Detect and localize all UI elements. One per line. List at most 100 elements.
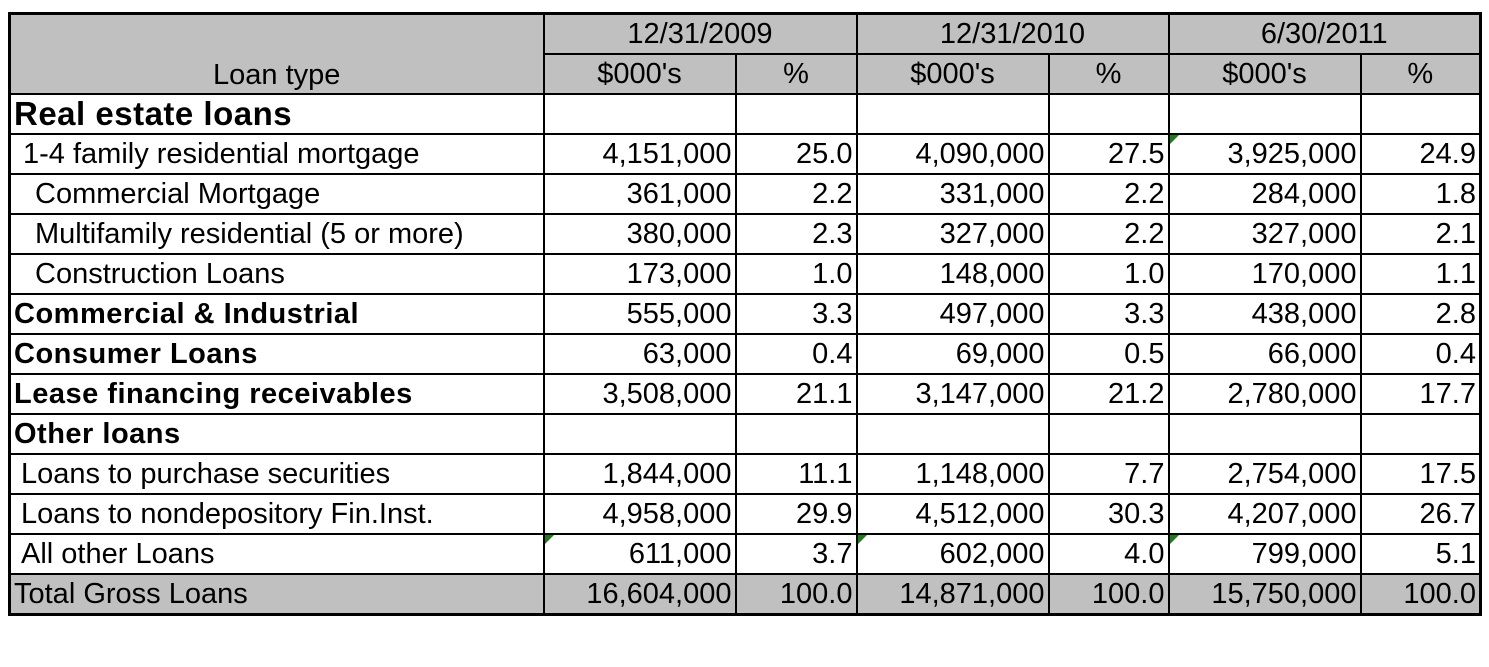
header-period-2010: 12/31/2010 xyxy=(855,12,1170,54)
cell-pct-2010 xyxy=(1047,93,1170,135)
cell-amount-2011: 2,780,000 xyxy=(1167,373,1362,415)
cell-amount-2010: 148,000 xyxy=(855,253,1050,295)
table-row: 1-4 family residential mortgage 4,151,000… xyxy=(8,133,1482,175)
cell-amount-2010: 327,000 xyxy=(855,213,1050,255)
row-label: Lease financing receivables xyxy=(8,373,545,415)
table-row: Loans to purchase securities 1,844,000 11.… xyxy=(8,453,1482,495)
cell-pct-2010: 3.3 xyxy=(1047,293,1170,335)
cell-pct-2010: 2.2 xyxy=(1047,213,1170,255)
cell-amount-2011: 438,000 xyxy=(1167,293,1362,335)
total-amount-2011: 15,750,000 xyxy=(1167,573,1362,616)
table-row: Commercial & Industrial 555,000 3.3 497,000… xyxy=(8,293,1482,335)
row-label: Consumer Loans xyxy=(8,333,545,375)
cell-pct-2009: 2.2 xyxy=(734,173,858,215)
header-row-units: $000's % $000's % $000's % xyxy=(10,53,1482,95)
cell-pct-2011: 17.7 xyxy=(1359,373,1482,415)
table-row: Lease financing receivables 3,508,000 21.1… xyxy=(8,373,1482,415)
cell-amount-2010 xyxy=(855,413,1050,455)
cell-pct-2010: 2.2 xyxy=(1047,173,1170,215)
total-label: Total Gross Loans xyxy=(8,573,545,616)
cell-amount-2011 xyxy=(1167,93,1362,135)
cell-pct-2011 xyxy=(1359,93,1482,135)
total-pct-2010: 100.0 xyxy=(1047,573,1170,616)
cell-pct-2010: 21.2 xyxy=(1047,373,1170,415)
table-row: Real estate loans xyxy=(8,93,1482,135)
cell-amount-2011: 284,000 xyxy=(1167,173,1362,215)
cell-pct-2011: 0.4 xyxy=(1359,333,1482,375)
cell-pct-2010: 4.0 xyxy=(1047,533,1170,575)
table-row: Commercial Mortgage 361,000 2.2 331,000 2.2 2… xyxy=(8,173,1482,215)
cell-amount-2010: 331,000 xyxy=(855,173,1050,215)
cell-amount-2011: 66,000 xyxy=(1167,333,1362,375)
cell-amount-2009: 555,000 xyxy=(542,293,737,335)
cell-pct-2009: 3.7 xyxy=(734,533,858,575)
header-loan-type: Loan type xyxy=(8,12,545,95)
cell-pct-2009: 29.9 xyxy=(734,493,858,535)
cell-amount-2011: 4,207,000 xyxy=(1167,493,1362,535)
table-row: Multifamily residential (5 or more) 380,0… xyxy=(8,213,1482,255)
row-label: Loans to purchase securities xyxy=(8,453,545,495)
cell-amount-2009: 4,151,000 xyxy=(542,133,737,175)
cell-amount-2010: 3,147,000 xyxy=(855,373,1050,415)
cell-pct-2011: 5.1 xyxy=(1359,533,1482,575)
cell-amount-2010: 602,000 xyxy=(855,533,1050,575)
cell-amount-2011: 2,754,000 xyxy=(1167,453,1362,495)
header-row-periods: Loan type 12/31/2009 12/31/2010 6/30/201… xyxy=(8,12,1482,95)
cell-amount-2009: 63,000 xyxy=(542,333,737,375)
table-row: All other Loans 611,000 3.7 602,000 4.0 799,0… xyxy=(8,533,1482,575)
row-label: Real estate loans xyxy=(8,93,545,135)
row-label: Multifamily residential (5 or more) xyxy=(8,213,545,255)
cell-amount-2009 xyxy=(542,413,737,455)
cell-amount-2010: 4,090,000 xyxy=(855,133,1050,175)
cell-amount-2010: 1,148,000 xyxy=(855,453,1050,495)
cell-pct-2011: 24.9 xyxy=(1359,133,1482,175)
cell-pct-2011 xyxy=(1359,413,1482,455)
cell-pct-2010: 27.5 xyxy=(1047,133,1170,175)
total-amount-2009: 16,604,000 xyxy=(542,573,737,616)
cell-pct-2010 xyxy=(1047,413,1170,455)
cell-amount-2009: 4,958,000 xyxy=(542,493,737,535)
cell-pct-2009: 21.1 xyxy=(734,373,858,415)
cell-pct-2011: 2.1 xyxy=(1359,213,1482,255)
cell-amount-2011: 170,000 xyxy=(1167,253,1362,295)
cell-pct-2011: 1.1 xyxy=(1359,253,1482,295)
table-row: Loans to nondepository Fin.Inst. 4,958,00… xyxy=(8,493,1482,535)
cell-amount-2009 xyxy=(542,93,737,135)
table-row: Other loans xyxy=(8,413,1482,455)
header-amount-2009: $000's xyxy=(542,53,737,95)
cell-pct-2009: 0.4 xyxy=(734,333,858,375)
header-amount-2011: $000's xyxy=(1167,53,1362,95)
header-period-2011: 6/30/2011 xyxy=(1167,12,1482,54)
cell-amount-2011: 799,000 xyxy=(1167,533,1362,575)
cell-pct-2011: 1.8 xyxy=(1359,173,1482,215)
row-label: Construction Loans xyxy=(8,253,545,295)
cell-amount-2010: 69,000 xyxy=(855,333,1050,375)
cell-amount-2009: 1,844,000 xyxy=(542,453,737,495)
table-row: Construction Loans 173,000 1.0 148,000 1.0 17… xyxy=(8,253,1482,295)
cell-pct-2009: 2.3 xyxy=(734,213,858,255)
total-pct-2011: 100.0 xyxy=(1359,573,1482,616)
row-label: Other loans xyxy=(8,413,545,455)
cell-pct-2010: 7.7 xyxy=(1047,453,1170,495)
row-label: Commercial & Industrial xyxy=(8,293,545,335)
cell-amount-2010 xyxy=(855,93,1050,135)
cell-amount-2010: 497,000 xyxy=(855,293,1050,335)
cell-pct-2009: 3.3 xyxy=(734,293,858,335)
cell-amount-2009: 611,000 xyxy=(542,533,737,575)
cell-amount-2009: 361,000 xyxy=(542,173,737,215)
header-pct-2009: % xyxy=(734,53,858,95)
cell-amount-2009: 173,000 xyxy=(542,253,737,295)
cell-pct-2009: 25.0 xyxy=(734,133,858,175)
cell-pct-2010: 30.3 xyxy=(1047,493,1170,535)
cell-pct-2010: 1.0 xyxy=(1047,253,1170,295)
row-label: All other Loans xyxy=(8,533,545,575)
cell-pct-2011: 2.8 xyxy=(1359,293,1482,335)
cell-amount-2011: 3,925,000 xyxy=(1167,133,1362,175)
cell-pct-2011: 17.5 xyxy=(1359,453,1482,495)
header-pct-2010: % xyxy=(1047,53,1170,95)
cell-pct-2011: 26.7 xyxy=(1359,493,1482,535)
cell-pct-2009 xyxy=(734,93,858,135)
row-label: Commercial Mortgage xyxy=(8,173,545,215)
table-row: Consumer Loans 63,000 0.4 69,000 0.5 66,000 0.… xyxy=(8,333,1482,375)
cell-pct-2010: 0.5 xyxy=(1047,333,1170,375)
